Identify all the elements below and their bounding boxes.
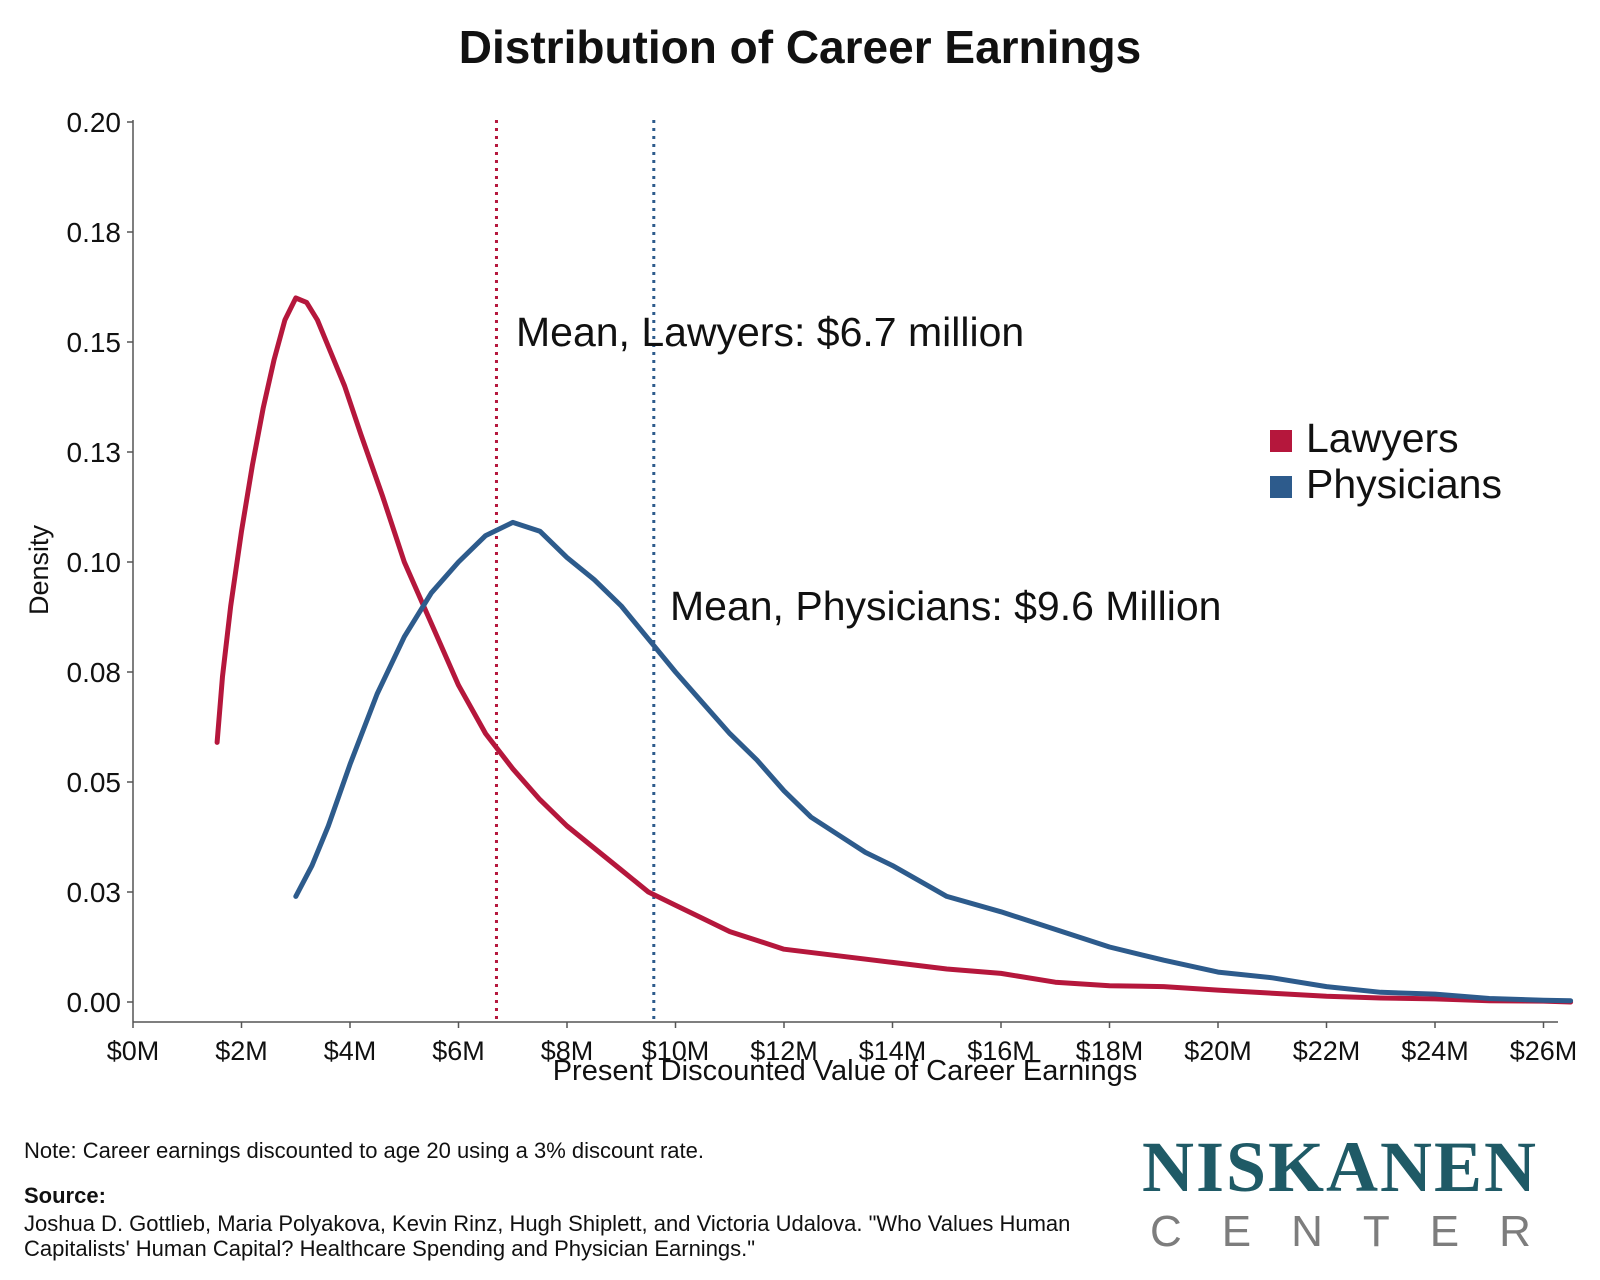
- series-line-physicians: [293, 519, 1574, 1004]
- logo-wordmark-top: NISKANEN: [1141, 1127, 1539, 1207]
- y-tick-label: 0.13: [67, 437, 122, 468]
- annotation-mean-physicians: Mean, Physicians: $9.6 Million: [670, 583, 1221, 629]
- x-tick-label: $24M: [1401, 1036, 1469, 1066]
- y-tick-label: 0.18: [67, 217, 122, 248]
- x-tick-label: $6M: [432, 1036, 485, 1066]
- x-tick-label: $12M: [750, 1036, 818, 1066]
- x-tick-label: $26M: [1510, 1036, 1578, 1066]
- x-axis-title: Present Discounted Value of Career Earni…: [553, 1055, 1138, 1087]
- x-tick-label: $20M: [1184, 1036, 1252, 1066]
- chart-note: Note: Career earnings discounted to age …: [24, 1138, 704, 1163]
- annotation-mean-lawyers: Mean, Lawyers: $6.7 million: [516, 309, 1024, 355]
- legend-swatch-lawyers: [1270, 430, 1292, 452]
- legend-label-physicians: Physicians: [1306, 461, 1502, 507]
- y-tick-label: 0.15: [67, 327, 122, 358]
- x-tick-label: $14M: [859, 1036, 927, 1066]
- y-tick-label: 0.03: [67, 877, 122, 908]
- y-axis-title: Density: [24, 524, 54, 615]
- x-tick-label: $4M: [324, 1036, 377, 1066]
- source-heading: Source:: [24, 1183, 106, 1208]
- niskanen-center-logo: NISKANEN CENTER: [1120, 1130, 1560, 1260]
- y-tick-label: 0.00: [67, 987, 122, 1018]
- logo-wordmark-bottom: CENTER: [1150, 1207, 1571, 1256]
- x-tick-label: $18M: [1076, 1036, 1144, 1066]
- legend-label-lawyers: Lawyers: [1306, 415, 1459, 461]
- x-tick-label: $10M: [642, 1036, 710, 1066]
- chart-title: Distribution of Career Earnings: [458, 21, 1142, 73]
- x-tick-label: $16M: [967, 1036, 1035, 1066]
- x-tick-label: $22M: [1293, 1036, 1361, 1066]
- y-tick-label: 0.10: [67, 547, 122, 578]
- x-tick-label: $2M: [215, 1036, 268, 1066]
- series-line-lawyers: [214, 295, 1574, 1005]
- legend-swatch-physicians: [1270, 476, 1292, 498]
- distribution-chart: 0.00 0.03 0.05 0.08 0.10 0.13 0.15 0.18 0.20 $0M $…: [24, 107, 1578, 1087]
- y-tick-label: 0.20: [67, 107, 122, 138]
- y-tick-label: 0.08: [67, 657, 122, 688]
- x-tick-label: $0M: [107, 1036, 160, 1066]
- y-tick-label: 0.05: [67, 767, 122, 798]
- x-tick-label: $8M: [541, 1036, 594, 1066]
- source-text: Joshua D. Gottlieb, Maria Polyakova, Kev…: [24, 1211, 1071, 1261]
